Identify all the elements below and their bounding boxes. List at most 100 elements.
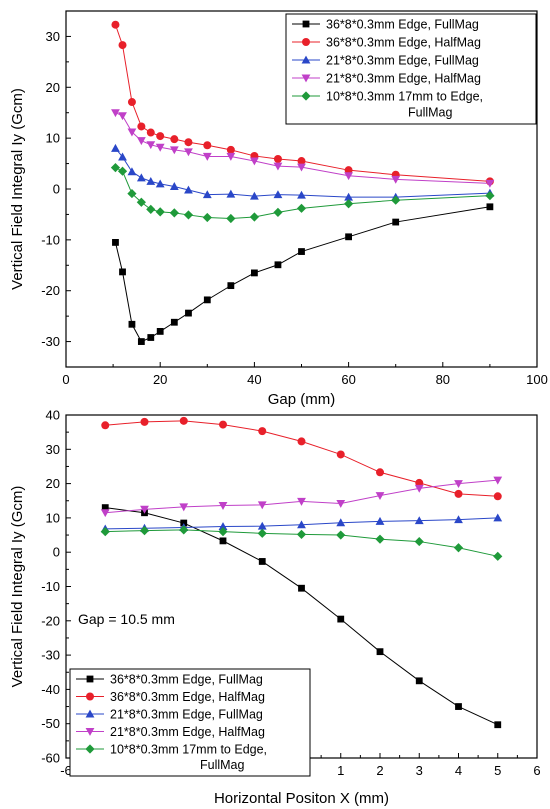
data-point bbox=[127, 167, 137, 176]
data-point bbox=[493, 551, 503, 561]
data-point bbox=[297, 520, 306, 529]
data-point bbox=[169, 182, 179, 190]
data-point bbox=[344, 166, 353, 175]
data-point bbox=[296, 529, 307, 539]
legend-label-continued: FullMag bbox=[408, 106, 453, 120]
data-point bbox=[137, 338, 145, 345]
legend-box bbox=[69, 668, 311, 777]
data-point bbox=[375, 534, 385, 544]
data-point bbox=[203, 141, 212, 150]
annotation: Gap = 10.5 mm bbox=[78, 611, 175, 627]
data-point bbox=[273, 207, 283, 217]
data-point bbox=[392, 218, 400, 226]
data-point bbox=[117, 166, 128, 176]
data-point bbox=[297, 437, 306, 446]
data-point bbox=[146, 204, 156, 214]
data-point bbox=[128, 320, 136, 328]
data-point bbox=[337, 615, 345, 623]
series-line bbox=[115, 167, 490, 219]
data-point bbox=[454, 480, 463, 488]
data-point bbox=[110, 163, 121, 173]
data-point bbox=[136, 173, 146, 182]
data-point bbox=[179, 525, 189, 535]
data-point bbox=[454, 515, 463, 524]
legend-label: 21*8*0.3mm Edge, FullMag bbox=[326, 54, 479, 68]
chart-1: 0 20 40 60 80 100 -30 -20 -10 0 10 20 30 Gap (mm) Vert… bbox=[9, 10, 548, 408]
data-point bbox=[226, 145, 235, 154]
legend-label: 21*8*0.3mm Edge, FullMag bbox=[110, 708, 263, 722]
data-point bbox=[136, 197, 146, 207]
legend-box bbox=[285, 13, 537, 125]
y-tick-label: -10 bbox=[41, 579, 60, 594]
data-point bbox=[179, 503, 189, 512]
y-tick-label: 0 bbox=[53, 545, 60, 560]
data-point bbox=[336, 450, 345, 459]
data-point bbox=[119, 268, 126, 276]
y-tick-label: 10 bbox=[46, 510, 60, 525]
data-point bbox=[455, 703, 462, 710]
data-point bbox=[170, 135, 179, 144]
x-tick-label: 5 bbox=[494, 763, 501, 778]
y-tick-label: -30 bbox=[41, 334, 60, 349]
data-point bbox=[139, 525, 150, 536]
data-point bbox=[493, 513, 503, 522]
x-tick-label: 3 bbox=[416, 763, 423, 778]
data-point bbox=[218, 522, 228, 530]
data-point bbox=[184, 185, 193, 194]
data-point bbox=[297, 190, 306, 199]
x-tick-label: 4 bbox=[455, 763, 462, 778]
data-point bbox=[344, 172, 353, 181]
data-point bbox=[493, 476, 503, 485]
legend-marker bbox=[85, 709, 95, 718]
y-tick-label: -40 bbox=[41, 682, 60, 697]
data-point bbox=[140, 417, 149, 426]
legend-label: 10*8*0.3mm 17mm to Edge, bbox=[326, 90, 483, 104]
data-point bbox=[118, 152, 127, 161]
data-point bbox=[274, 261, 282, 269]
series-line bbox=[115, 112, 490, 184]
data-point bbox=[414, 484, 424, 493]
data-point bbox=[137, 122, 146, 131]
data-point bbox=[101, 421, 110, 430]
series-line bbox=[115, 147, 490, 198]
data-point bbox=[140, 505, 149, 514]
y-tick-label: -30 bbox=[41, 648, 60, 663]
legend-label-continued: FullMag bbox=[200, 758, 245, 772]
data-point bbox=[376, 648, 384, 656]
data-point bbox=[100, 509, 110, 518]
legend-marker bbox=[302, 20, 310, 28]
data-point bbox=[258, 427, 267, 436]
series-line bbox=[114, 206, 490, 343]
x-tick-label: 20 bbox=[153, 372, 167, 387]
x-axis-label: Horizontal Positon X (mm) bbox=[214, 790, 389, 807]
data-point bbox=[169, 208, 179, 218]
data-point bbox=[257, 528, 267, 538]
legend-marker bbox=[301, 91, 311, 101]
data-point bbox=[203, 296, 211, 304]
data-point bbox=[273, 190, 283, 199]
data-point bbox=[297, 497, 306, 506]
data-point bbox=[297, 163, 306, 172]
data-point bbox=[155, 179, 165, 188]
x-tick-label: -6 bbox=[60, 763, 72, 778]
data-point bbox=[257, 521, 267, 530]
data-point bbox=[494, 721, 502, 729]
data-point bbox=[155, 143, 165, 152]
data-point bbox=[227, 282, 235, 290]
series-4 bbox=[111, 109, 495, 188]
data-point bbox=[375, 516, 385, 525]
data-point bbox=[226, 213, 236, 224]
data-point bbox=[218, 502, 228, 510]
series-3 bbox=[111, 143, 495, 201]
data-point bbox=[415, 677, 423, 685]
data-point bbox=[298, 584, 305, 592]
data-point bbox=[180, 519, 188, 527]
data-point bbox=[219, 420, 227, 429]
y-tick-label: -50 bbox=[41, 716, 60, 731]
series-4 bbox=[100, 476, 503, 518]
data-point bbox=[297, 157, 306, 166]
data-point bbox=[202, 212, 212, 223]
data-point bbox=[185, 309, 192, 317]
series-5 bbox=[100, 525, 503, 561]
x-tick-label: 0 bbox=[62, 372, 69, 387]
